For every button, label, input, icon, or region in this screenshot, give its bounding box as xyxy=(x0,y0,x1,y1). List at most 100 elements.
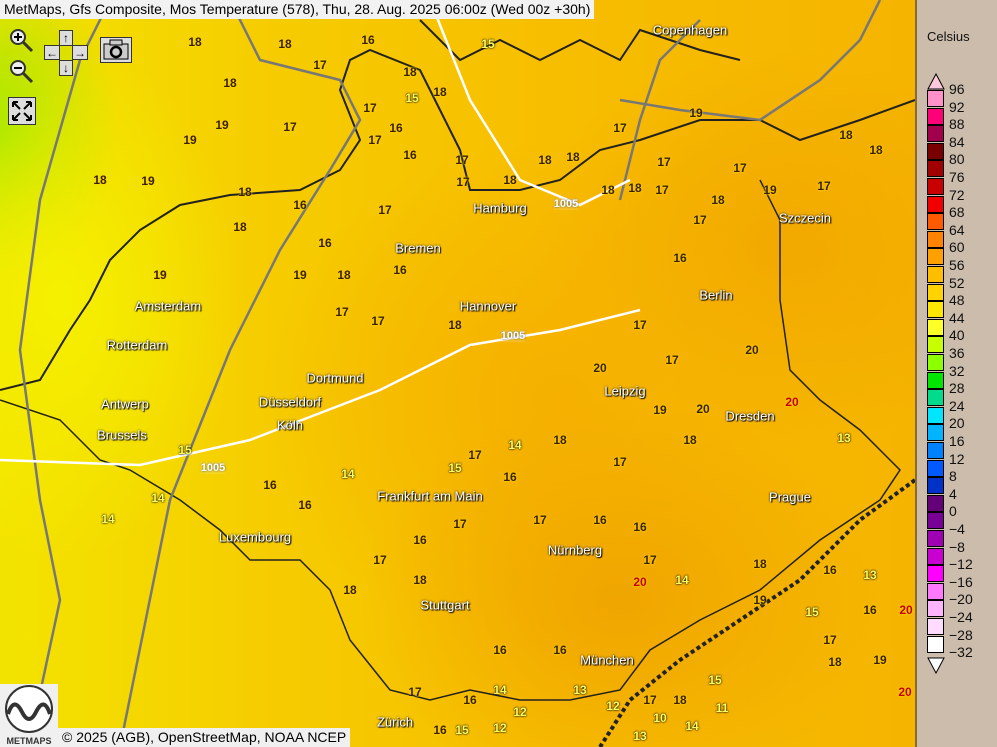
temperature-label: 19 xyxy=(763,183,777,197)
camera-button[interactable] xyxy=(100,37,132,63)
city-label: Nürnberg xyxy=(547,542,603,558)
temperature-label: 16 xyxy=(393,263,407,277)
temperature-label: 18 xyxy=(753,557,767,571)
temperature-label: 18 xyxy=(628,181,642,195)
zoom-in-button[interactable] xyxy=(8,27,34,53)
city-label: Rotterdam xyxy=(106,337,168,353)
pan-down-button[interactable]: ↓ xyxy=(59,60,73,76)
temperature-label: 14 xyxy=(341,467,355,481)
temperature-label: 17 xyxy=(368,133,382,147)
city-label: Copenhagen xyxy=(652,22,728,38)
temperature-label: 19 xyxy=(141,174,155,188)
legend-swatch xyxy=(927,90,944,107)
temperature-label: 13 xyxy=(863,568,877,582)
city-label: Berlin xyxy=(699,287,733,303)
temperature-label: 18 xyxy=(553,433,567,447)
temperature-label: 17 xyxy=(657,155,671,169)
city-label: Szczecin xyxy=(778,210,832,226)
temperature-label: 16 xyxy=(389,121,403,135)
temperature-label: 11 xyxy=(715,701,729,715)
legend-swatch xyxy=(927,512,944,530)
pan-up-button[interactable]: ↑ xyxy=(59,30,73,46)
temperature-label: 19 xyxy=(689,106,703,120)
temperature-label: 18 xyxy=(566,150,580,164)
legend-swatch xyxy=(927,125,944,143)
isobar xyxy=(118,0,362,747)
temperature-label: 14 xyxy=(508,438,522,452)
temperature-label: 18 xyxy=(233,220,247,234)
temperature-label: 16 xyxy=(503,470,517,484)
isobar-1005 xyxy=(0,308,641,467)
legend-level: −28 xyxy=(949,626,973,643)
legend-bottom-arrow-icon xyxy=(927,657,945,674)
city-label: Stuttgart xyxy=(420,597,470,613)
temperature-label: 18 xyxy=(343,583,357,597)
temperature-label: 17 xyxy=(456,175,470,189)
temperature-label: 16 xyxy=(863,603,877,617)
temperature-label: 16 xyxy=(361,33,375,47)
temperature-label: 16 xyxy=(413,533,427,547)
temperature-label: 17 xyxy=(643,693,657,707)
temperature-label: 18 xyxy=(413,573,427,587)
coastline xyxy=(0,48,915,391)
temperature-label: 17 xyxy=(283,120,297,134)
temperature-label: 17 xyxy=(633,318,647,332)
legend-level: 76 xyxy=(949,169,965,185)
temperature-label: 14 xyxy=(151,491,165,505)
temperature-label: 20 xyxy=(593,361,607,375)
temperature-label: 19 xyxy=(183,133,197,147)
weather-map[interactable]: 18 18 16 15 18 17 18 18 19 16 15 18 17 17 19 19 16 17 18 18… xyxy=(0,0,915,747)
temperature-label: 18 xyxy=(223,76,237,90)
zoom-in-icon xyxy=(10,29,34,53)
legend-level: −8 xyxy=(949,538,965,555)
legend-swatch xyxy=(927,459,944,477)
temperature-label: 20 xyxy=(633,575,647,589)
temperature-label: 15 xyxy=(405,91,419,105)
zoom-out-button[interactable] xyxy=(8,58,34,84)
temperature-label: 17 xyxy=(455,153,469,167)
temperature-label: 20 xyxy=(899,603,913,617)
temperature-label: 20 xyxy=(696,402,710,416)
legend-swatch xyxy=(927,442,944,459)
legend-level: −4 xyxy=(949,521,965,537)
legend-swatch xyxy=(927,600,944,618)
legend-level: 12 xyxy=(949,450,965,467)
legend-swatch xyxy=(927,336,944,354)
temperature-label: 17 xyxy=(643,553,657,567)
temperature-label: 15 xyxy=(708,673,722,687)
temperature-label: 17 xyxy=(363,101,377,115)
pan-left-button[interactable]: ← xyxy=(44,45,60,60)
city-label: Luxembourg xyxy=(218,529,292,545)
temperature-label: 17 xyxy=(655,183,669,197)
temperature-label: 12 xyxy=(606,699,620,713)
legend-swatch xyxy=(927,565,944,583)
temperature-label: 18 xyxy=(601,183,615,197)
legend-level: 64 xyxy=(949,221,965,238)
legend-level: 52 xyxy=(949,274,965,291)
temperature-label: 14 xyxy=(675,573,689,587)
temperature-label: 14 xyxy=(685,719,699,733)
legend-level: 28 xyxy=(949,380,965,397)
temperature-label: 12 xyxy=(513,705,527,719)
temperature-label: 19 xyxy=(873,653,887,667)
city-label: Brussels xyxy=(97,427,147,443)
temperature-label: 17 xyxy=(733,161,747,175)
color-legend: Celsius 96 92 88 84 80 76 72 68 64 60 56 52 48 44 40 36… xyxy=(915,0,997,747)
legend-swatch xyxy=(927,635,944,653)
temperature-label: 17 xyxy=(613,455,627,469)
city-label: Dresden xyxy=(725,408,775,424)
svg-text:METMAPS: METMAPS xyxy=(7,736,52,746)
legend-level: 0 xyxy=(949,503,957,520)
legend-swatch xyxy=(927,582,944,600)
legend-swatch xyxy=(927,266,944,283)
legend-level: 60 xyxy=(949,239,965,256)
legend-level: 32 xyxy=(949,362,965,379)
legend-level: 68 xyxy=(949,204,965,221)
pan-right-button[interactable]: → xyxy=(72,45,88,60)
legend-level: 8 xyxy=(949,468,957,485)
city-label: Dortmund xyxy=(306,370,364,386)
legend-swatch xyxy=(927,107,944,125)
city-label: Köln xyxy=(276,417,304,433)
temperature-label: 18 xyxy=(403,65,417,79)
fullscreen-button[interactable] xyxy=(8,97,36,125)
